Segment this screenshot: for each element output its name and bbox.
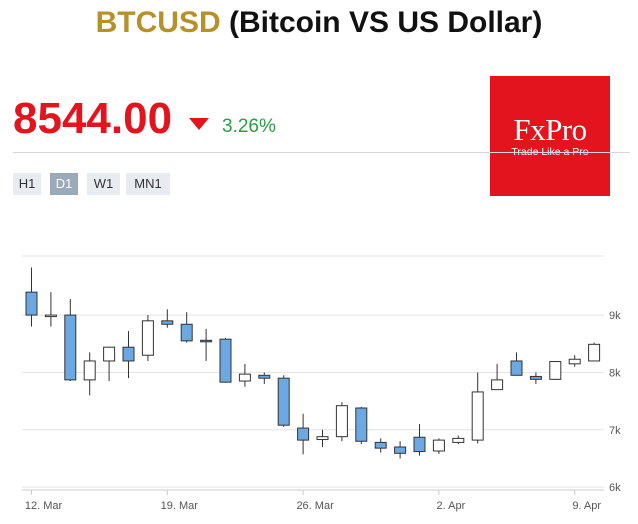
y-tick-label: 8k <box>609 367 621 379</box>
candle-body <box>549 361 562 380</box>
x-tick-label: 9. Apr <box>572 500 601 512</box>
candle-body <box>394 446 407 454</box>
x-tick-label: 12. Mar <box>25 500 63 512</box>
y-tick-label: 7k <box>609 425 621 437</box>
tab-d1[interactable]: D1 <box>50 173 78 195</box>
candle-body <box>432 439 445 452</box>
candle-body <box>219 338 232 383</box>
candle-body <box>529 375 542 380</box>
candle-body <box>277 377 290 426</box>
y-tick-label: 9k <box>609 310 621 322</box>
divider <box>13 152 630 153</box>
candle-body <box>491 379 504 391</box>
page-title: BTCUSD (Bitcoin VS US Dollar) <box>0 6 638 40</box>
candle-body <box>316 436 329 441</box>
candle-body <box>297 427 310 441</box>
candle-body <box>161 320 174 325</box>
candle-body <box>25 291 38 316</box>
candle-body <box>471 391 484 441</box>
tab-w1[interactable]: W1 <box>87 173 120 195</box>
brand-logo-text: FxPro <box>513 112 587 147</box>
candle-body <box>122 346 135 362</box>
candle-body <box>103 346 116 362</box>
candle-body <box>64 314 77 381</box>
candle-body <box>238 373 251 382</box>
candle-body <box>355 407 368 442</box>
y-tick-label: 6k <box>609 482 621 494</box>
x-tick-label: 2. Apr <box>437 500 466 512</box>
candle-body <box>180 323 193 342</box>
fxpro-logo[interactable]: FxPro Trade Like a Pro <box>490 76 610 196</box>
candle-body <box>568 358 581 365</box>
change-percent: 3.26% <box>222 116 276 137</box>
tab-h1[interactable]: H1 <box>13 173 41 195</box>
candle-body <box>335 405 348 438</box>
instrument-name: (Bitcoin VS US Dollar) <box>228 6 543 39</box>
candle-body <box>200 339 213 343</box>
x-tick-label: 19. Mar <box>161 500 199 512</box>
candle-body <box>141 320 154 356</box>
down-arrow-icon <box>189 118 209 130</box>
candle-body <box>44 314 57 318</box>
candlestick-chart: 9k 8k 7k 6k 12. Mar 19. Mar 26. Mar 2. Apr 9. Ap… <box>22 255 621 512</box>
symbol-label: BTCUSD <box>95 6 221 39</box>
candle-body <box>588 343 601 362</box>
candle-body <box>510 360 523 376</box>
candle-body <box>374 441 387 449</box>
tab-mn1[interactable]: MN1 <box>126 173 170 195</box>
candle-body <box>452 437 465 443</box>
candle-body <box>258 374 271 379</box>
x-tick-label: 26. Mar <box>296 500 334 512</box>
current-price: 8544.00 <box>13 94 173 143</box>
candle-body <box>413 436 426 453</box>
candle-body <box>83 360 96 381</box>
